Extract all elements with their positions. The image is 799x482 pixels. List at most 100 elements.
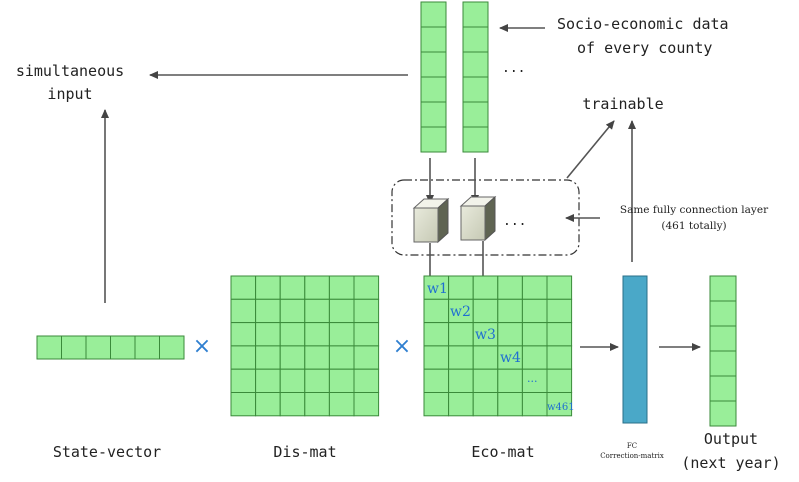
eco-mat-cell: [521, 275, 548, 300]
eco-mat-cell: [423, 368, 450, 394]
eco-mat-cell: [472, 345, 499, 370]
state-vector-cell: [134, 335, 160, 360]
dis-mat-cell: [279, 392, 306, 417]
eco-mat-cell: [521, 298, 548, 324]
eco-mat-cell: [546, 392, 573, 417]
state-vector-cell: [85, 335, 111, 360]
dis-mat-label: Dis-mat: [273, 443, 336, 461]
eco-mat-cell: [423, 345, 450, 370]
dis-mat-cell: [353, 275, 380, 300]
dis-mat-cell: [230, 392, 257, 417]
dis-mat-cell: [230, 298, 257, 324]
dis-mat-cell: [230, 345, 257, 370]
dis-mat-cell: [353, 298, 380, 324]
socio-column-cell: [420, 26, 447, 53]
eco-mat-cell: [472, 298, 499, 324]
dis-mat-cell: [353, 392, 380, 417]
dis-mat-cell: [255, 275, 281, 300]
weight-dots: ...: [527, 372, 538, 385]
socio-column-cell: [420, 51, 447, 78]
eco-mat: [423, 275, 573, 417]
eco-mat-cell: [448, 392, 474, 417]
dis-mat: [230, 275, 380, 417]
simultaneous-label-line2: input: [47, 85, 92, 103]
socio-column-cell: [462, 126, 489, 153]
dis-mat-cell: [279, 345, 306, 370]
socio-column-cell: [462, 1, 489, 28]
output-vector-cell: [709, 375, 737, 402]
multiply-sign-2: ×: [393, 334, 411, 359]
dis-mat-cell: [255, 392, 281, 417]
socio-data-column-b: [462, 1, 489, 153]
fc-cube-2: [459, 195, 497, 242]
weight-w4: w4: [500, 350, 521, 366]
eco-mat-cell: [521, 322, 548, 347]
dis-mat-cell: [328, 298, 355, 324]
eco-mat-cell: [423, 392, 450, 417]
eco-mat-cell: [546, 368, 573, 394]
trainable-label: trainable: [582, 95, 663, 113]
dis-mat-cell: [328, 392, 355, 417]
fc-cube-1: [412, 197, 450, 244]
dis-mat-cell: [304, 275, 330, 300]
eco-mat-cell: [497, 322, 523, 347]
dis-mat-cell: [304, 345, 330, 370]
eco-mat-cell: [521, 392, 548, 417]
dis-mat-cell: [279, 368, 306, 394]
output-vector-cell: [709, 400, 737, 427]
output-vector-cell: [709, 300, 737, 327]
socio-column-cell: [420, 1, 447, 28]
output-vector-cell: [709, 275, 737, 302]
socio-label-line2: of every county: [577, 39, 712, 57]
dis-mat-cell: [230, 275, 257, 300]
eco-mat-cell: [497, 298, 523, 324]
fc-ellipsis: ...: [503, 214, 526, 229]
fc-label-line2: Correction-matrix: [600, 452, 664, 460]
output-label-line2: (next year): [681, 454, 780, 472]
output-label-line1: Output: [704, 430, 758, 448]
eco-mat-cell: [448, 345, 474, 370]
socio-data-column-a: [420, 1, 447, 153]
eco-mat-cell: [546, 322, 573, 347]
socio-column-cell: [420, 101, 447, 128]
dis-mat-cell: [255, 368, 281, 394]
socio-column-cell: [420, 76, 447, 103]
eco-mat-cell: [472, 392, 499, 417]
output-vector-cell: [709, 325, 737, 352]
weight-w3: w3: [475, 327, 496, 343]
socio-column-cell: [462, 101, 489, 128]
dis-mat-cell: [328, 322, 355, 347]
state-vector: [36, 335, 185, 360]
dis-mat-cell: [353, 368, 380, 394]
eco-mat-cell: [497, 392, 523, 417]
output-vector: [709, 275, 737, 427]
dis-mat-cell: [279, 298, 306, 324]
eco-mat-cell: [497, 368, 523, 394]
simultaneous-label-line1: simultaneous: [16, 62, 124, 80]
weight-w461: w461: [547, 402, 575, 413]
eco-mat-cell: [448, 368, 474, 394]
eco-mat-cell: [448, 322, 474, 347]
eco-mat-cell: [546, 298, 573, 324]
dis-mat-cell: [255, 298, 281, 324]
state-vector-cell: [61, 335, 87, 360]
dis-mat-cell: [328, 345, 355, 370]
weight-w2: w2: [450, 304, 471, 320]
fc-label-line1: FC: [627, 442, 637, 450]
eco-mat-cell: [546, 345, 573, 370]
dis-mat-cell: [304, 298, 330, 324]
state-vector-cell: [110, 335, 136, 360]
socio-column-cell: [462, 26, 489, 53]
dis-mat-cell: [304, 392, 330, 417]
dis-mat-cell: [279, 322, 306, 347]
socio-column-cell: [420, 126, 447, 153]
dis-mat-cell: [353, 345, 380, 370]
output-vector-cell: [709, 350, 737, 377]
top-ellipsis: ...: [502, 61, 525, 76]
fc-correction-bar: [622, 275, 648, 424]
dis-mat-cell: [304, 322, 330, 347]
same-fc-label-line1: Same fully connection layer: [620, 204, 769, 216]
socio-label-line1: Socio-economic data: [557, 15, 729, 33]
dis-mat-cell: [279, 275, 306, 300]
